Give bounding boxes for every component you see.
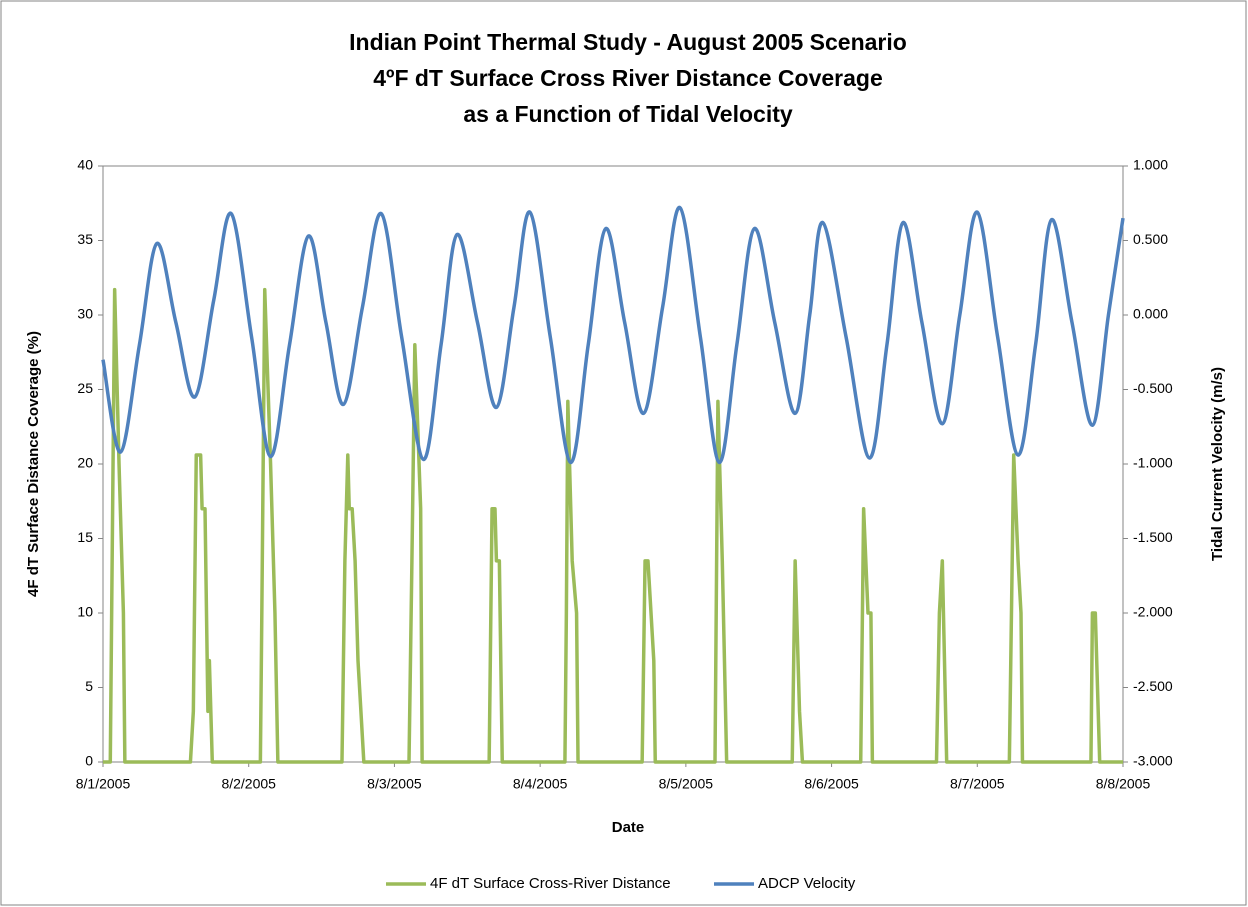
y2-tick-label: -2.500	[1133, 678, 1173, 694]
legend-label: ADCP Velocity	[758, 875, 856, 892]
x-tick-label: 8/6/2005	[804, 776, 859, 792]
x-tick-label: 8/7/2005	[950, 776, 1005, 792]
x-axis-label: Date	[612, 819, 645, 836]
y2-tick-label: -3.000	[1133, 753, 1173, 769]
data-line	[103, 287, 1123, 764]
y-tick-label: 35	[77, 231, 93, 247]
y-axis-label: 4F dT Surface Distance Coverage (%)	[25, 331, 42, 597]
y-tick-label: 15	[77, 529, 93, 545]
chart-title: Indian Point Thermal Study - August 2005…	[349, 29, 907, 55]
title-group: Indian Point Thermal Study - August 2005…	[349, 29, 907, 127]
x-tick-label: 8/2/2005	[221, 776, 276, 792]
y2-tick-label: -1.500	[1133, 529, 1173, 545]
y-tick-label: 5	[85, 678, 93, 694]
y-tick-label: 40	[77, 157, 93, 173]
legend-label: 4F dT Surface Cross-River Distance	[430, 875, 671, 892]
chart-title: as a Function of Tidal Velocity	[463, 101, 793, 127]
y2-tick-label: -0.500	[1133, 380, 1173, 396]
chart-title: 4ºF dT Surface Cross River Distance Cove…	[373, 65, 882, 91]
y-tick-label: 10	[77, 604, 93, 620]
data-line	[101, 205, 1125, 465]
y2-tick-label: 0.000	[1133, 306, 1168, 322]
y-tick-label: 25	[77, 380, 93, 396]
y-tick-label: 0	[85, 753, 93, 769]
x-tick-label: 8/8/2005	[1096, 776, 1151, 792]
y-tick-label: 30	[77, 306, 93, 322]
x-tick-label: 8/5/2005	[659, 776, 714, 792]
y2-tick-label: -1.000	[1133, 455, 1173, 471]
y2-tick-label: -2.000	[1133, 604, 1173, 620]
x-tick-label: 8/3/2005	[367, 776, 422, 792]
y2-tick-label: 1.000	[1133, 157, 1168, 173]
y2-tick-label: 0.500	[1133, 231, 1168, 247]
x-tick-label: 8/4/2005	[513, 776, 568, 792]
x-tick-label: 8/1/2005	[76, 776, 131, 792]
y-tick-label: 20	[77, 455, 93, 471]
y2-axis-label: Tidal Current Velocity (m/s)	[1209, 367, 1226, 561]
